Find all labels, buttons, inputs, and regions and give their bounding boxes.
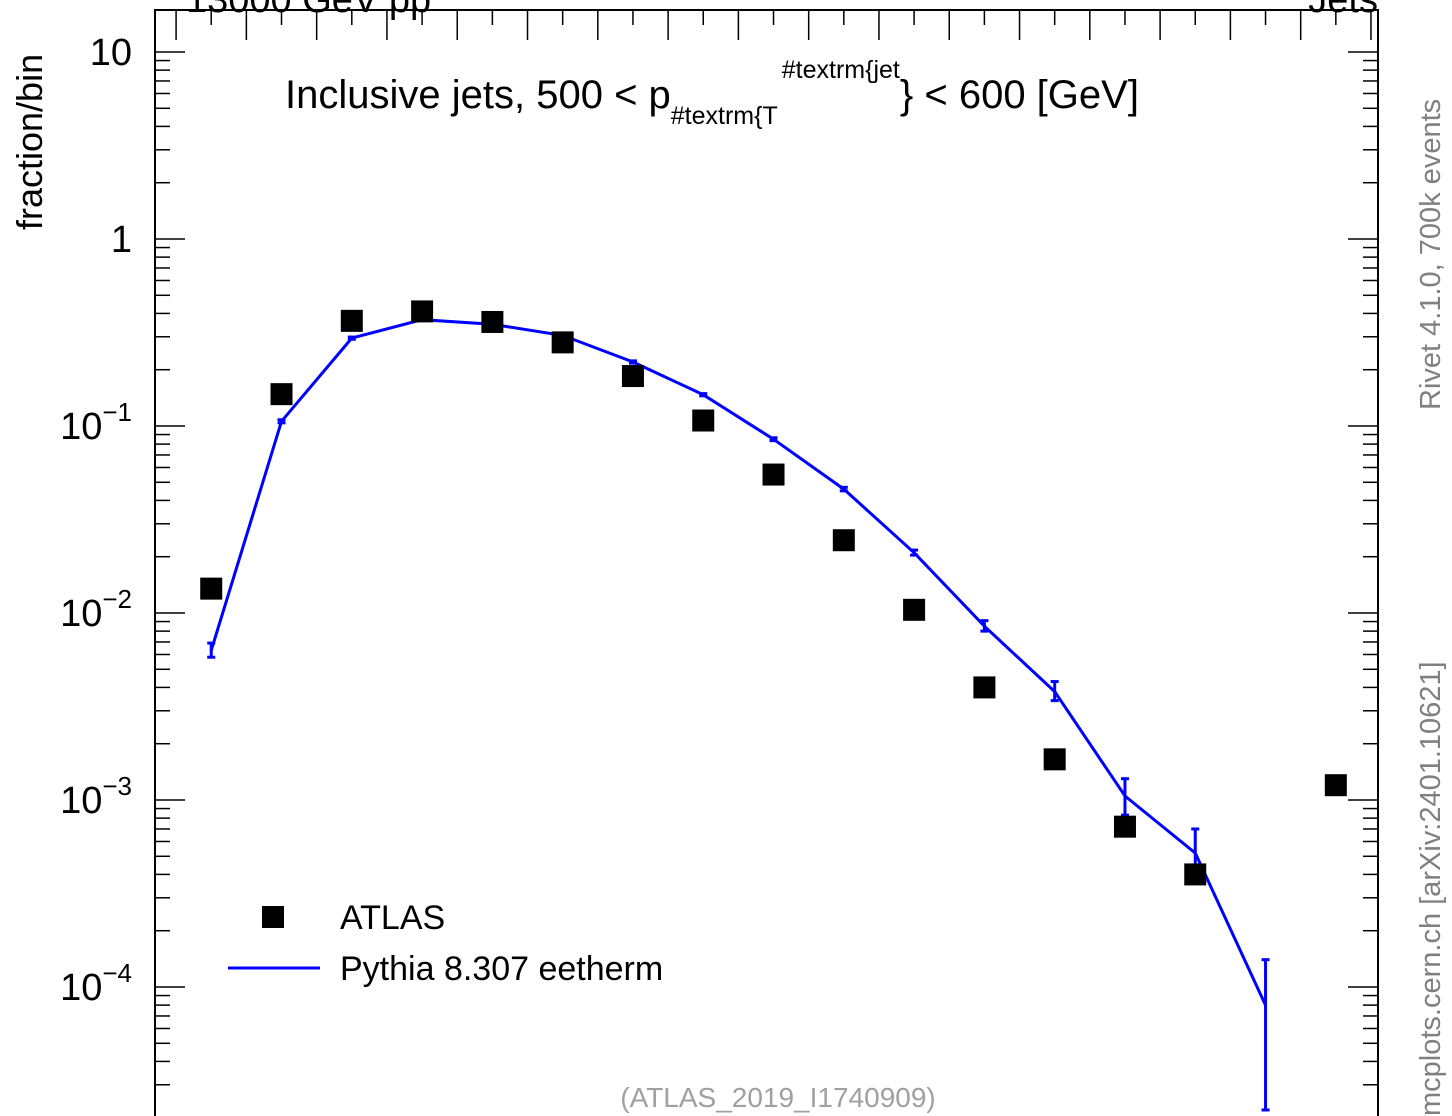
data-point <box>1043 748 1066 771</box>
y-tick-label-base: 10 <box>60 406 102 448</box>
y-tick-label-exponent: −3 <box>102 771 132 801</box>
y-tick-label: 10 <box>90 32 132 74</box>
data-point <box>481 310 504 333</box>
data-point <box>200 577 223 600</box>
y-tick-label: 10−2 <box>60 584 132 635</box>
data-point <box>692 409 715 432</box>
legend-label-pythia: Pythia 8.307 eetherm <box>340 950 663 988</box>
y-tick-label: 10−3 <box>60 771 132 822</box>
chart-title: Inclusive jets, 500 < p#textrm{T#textrm{… <box>285 56 1139 130</box>
side-text-mcplots: mcplots.cern.ch [arXiv:2401.10621] <box>1415 661 1447 1116</box>
legend-label-atlas: ATLAS <box>340 899 445 937</box>
data-point <box>340 309 363 332</box>
y-tick-label-exponent: −2 <box>102 584 132 614</box>
data-markers-atlas <box>200 300 1347 886</box>
y-tick-label-base: 10 <box>90 32 132 74</box>
y-tick-label-base: 10 <box>60 593 102 635</box>
chart-title-suffix: } < 600 [GeV] <box>900 73 1139 117</box>
data-point <box>621 365 644 388</box>
y-tick-label: 10−4 <box>60 958 132 1009</box>
series-line-pythia <box>209 318 1267 1006</box>
data-point <box>270 383 293 406</box>
y-tick-label-base: 10 <box>60 967 102 1009</box>
y-tick-label: 1 <box>111 219 132 261</box>
y-tick-label: 10−1 <box>60 397 132 448</box>
data-point <box>832 529 855 552</box>
data-point <box>1113 815 1136 838</box>
legend-marker-atlas <box>262 906 284 928</box>
y-tick-label-exponent: −1 <box>102 397 132 427</box>
y-axis-ticks <box>155 51 1378 1086</box>
y-tick-label-base: 10 <box>60 780 102 822</box>
side-text-rivet: Rivet 4.1.0, 700k events <box>1415 99 1447 410</box>
x-axis-ticks <box>175 10 1372 40</box>
data-point <box>1324 774 1347 797</box>
data-point <box>762 463 785 486</box>
chart-title-prefix: Inclusive jets, 500 < p <box>285 73 671 117</box>
data-point <box>411 300 434 323</box>
y-axis-label: fraction/bin <box>9 54 50 230</box>
y-tick-label-base: 1 <box>111 219 132 261</box>
chart-title-subscript: #textrm{T <box>671 102 778 130</box>
data-point <box>1184 863 1207 886</box>
footer-analysis-id: (ATLAS_2019_I1740909) <box>620 1082 936 1113</box>
chart-title-superscript: #textrm{jet <box>782 56 900 84</box>
plot-frame <box>154 9 1379 1116</box>
data-point <box>903 598 926 621</box>
data-point <box>973 676 996 699</box>
mc-error-bars <box>207 317 1270 1112</box>
legend: ATLAS Pythia 8.307 eetherm <box>228 899 663 988</box>
y-tick-label-exponent: −4 <box>102 958 132 988</box>
data-point <box>551 331 574 354</box>
